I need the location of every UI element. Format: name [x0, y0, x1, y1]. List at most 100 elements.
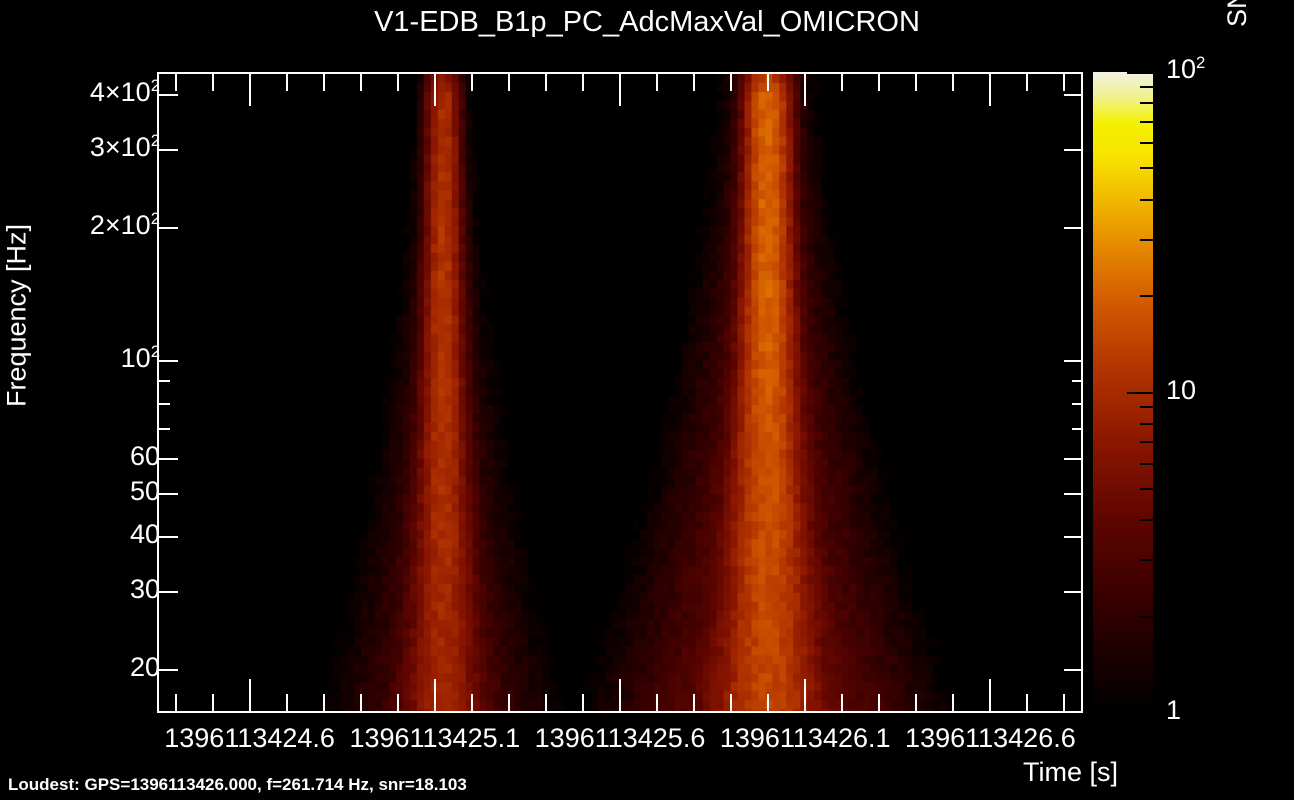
x-tick-1396113426.7 [1026, 694, 1029, 711]
x-tick-top-1396113426.8 [1063, 74, 1066, 91]
x-tick-1396113426.8 [1063, 694, 1066, 711]
y-tick-70 [159, 428, 170, 431]
y-tick-label-20: 20 [129, 652, 160, 683]
y-tick-right-40 [1064, 535, 1083, 538]
x-tick-1396113426.3 [878, 694, 881, 711]
y-tick-label-10^2: 102 [120, 341, 160, 373]
y-tick-right-300 [1064, 148, 1083, 151]
y-tick-label-30: 30 [129, 574, 160, 605]
x-tick-1396113425.8 [693, 694, 696, 711]
colorbar-tick-50 [1140, 167, 1153, 170]
x-tick-top-1396113424.5 [211, 74, 214, 91]
x-tick-1396113425.2 [470, 694, 473, 711]
x-tick-1396113426.1 [804, 679, 807, 711]
x-tick-top-1396113424.4 [174, 74, 177, 91]
y-tick-right-400 [1064, 93, 1083, 96]
x-tick-top-1396113426.6 [989, 74, 992, 106]
x-tick-1396113426.2 [841, 694, 844, 711]
x-axis-title: Time [s] [1022, 757, 1118, 787]
x-tick-1396113426.5 [952, 694, 955, 711]
x-tick-1396113425.3 [507, 694, 510, 711]
spectrogram-frame [157, 72, 1083, 713]
colorbar-tick-20 [1140, 295, 1153, 298]
x-tick-1396113425.9 [730, 694, 733, 711]
x-tick-label-1396113426.6: 1396113426.6 [905, 723, 1076, 753]
y-tick-right-200 [1064, 226, 1083, 229]
x-tick-top-1396113426.4 [915, 74, 918, 91]
y-tick-60 [159, 458, 178, 461]
x-tick-1396113425.1 [433, 679, 436, 711]
colorbar-tick-6 [1140, 462, 1153, 465]
x-tick-top-1396113425.1 [433, 74, 436, 106]
colorbar-title: SNR [1222, 0, 1253, 90]
colorbar-tick-8 [1140, 422, 1153, 425]
x-tick-1396113425.0 [396, 694, 399, 711]
x-tick-label-1396113425.1: 1396113425.1 [349, 723, 521, 753]
x-tick-top-1396113426.0 [767, 74, 770, 91]
colorbar-tick-70 [1140, 120, 1153, 123]
x-tick-top-1396113425.8 [693, 74, 696, 91]
x-tick-top-1396113424.8 [322, 74, 325, 91]
colorbar-label-10: 10 [1166, 374, 1197, 405]
colorbar-tick-4 [1140, 519, 1153, 522]
y-tick-50 [159, 493, 178, 496]
x-tick-1396113426.4 [915, 694, 918, 711]
colorbar-tick-40 [1140, 198, 1153, 201]
y-tick-right-70 [1072, 428, 1083, 431]
x-tick-top-1396113425.9 [730, 74, 733, 91]
x-tick-top-1396113426.1 [804, 74, 807, 106]
snr-colorbar [1093, 72, 1153, 713]
page-title: V1-EDB_B1p_PC_AdcMaxVal_OMICRON [374, 6, 920, 38]
y-tick-300 [159, 148, 178, 151]
x-tick-1396113425.5 [581, 694, 584, 711]
y-axis-title: Frequency [Hz] [1, 223, 32, 408]
x-tick-top-1396113426.7 [1026, 74, 1029, 91]
x-tick-top-1396113426.3 [878, 74, 881, 91]
x-tick-top-1396113424.9 [359, 74, 362, 91]
y-tick-label-40: 40 [129, 518, 160, 549]
x-tick-label-1396113425.6: 1396113425.6 [534, 723, 706, 753]
colorbar-tick-100 [1127, 72, 1153, 74]
x-tick-1396113424.4 [174, 694, 177, 711]
x-tick-top-1396113426.5 [952, 74, 955, 91]
y-tick-100 [159, 359, 178, 362]
y-tick-400 [159, 93, 178, 96]
y-tick-right-90 [1072, 380, 1083, 383]
y-tick-right-50 [1064, 493, 1083, 496]
y-tick-right-100 [1064, 359, 1083, 362]
colorbar-label-10^2: 102 [1166, 53, 1206, 84]
y-tick-label-2x10^2: 2×102 [89, 208, 160, 240]
y-tick-right-80 [1072, 402, 1083, 405]
x-tick-top-1396113426.2 [841, 74, 844, 91]
y-tick-label-60: 60 [129, 441, 160, 472]
x-tick-top-1396113424.7 [285, 74, 288, 91]
colorbar-tick-1 [1127, 711, 1153, 713]
colorbar-tick-2 [1140, 615, 1153, 618]
colorbar-tick-30 [1140, 238, 1153, 241]
x-tick-1396113424.6 [248, 679, 251, 711]
x-tick-1396113424.9 [359, 694, 362, 711]
x-tick-1396113424.8 [322, 694, 325, 711]
x-tick-1396113425.4 [544, 694, 547, 711]
x-tick-top-1396113425.4 [544, 74, 547, 91]
colorbar-tick-80 [1140, 102, 1153, 105]
x-tick-top-1396113425.3 [507, 74, 510, 91]
x-tick-label-1396113424.6: 1396113424.6 [164, 723, 335, 753]
y-tick-40 [159, 535, 178, 538]
y-tick-label-50: 50 [129, 476, 160, 507]
spectrogram-image [159, 74, 1081, 711]
x-tick-top-1396113425.0 [396, 74, 399, 91]
x-tick-top-1396113424.6 [248, 74, 251, 106]
x-tick-1396113424.7 [285, 694, 288, 711]
x-tick-1396113425.7 [656, 694, 659, 711]
y-tick-80 [159, 402, 170, 405]
x-tick-1396113426.6 [989, 679, 992, 711]
y-tick-right-60 [1064, 458, 1083, 461]
x-tick-top-1396113425.2 [470, 74, 473, 91]
x-tick-top-1396113425.7 [656, 74, 659, 91]
x-tick-1396113426.0 [767, 694, 770, 711]
x-tick-top-1396113425.5 [581, 74, 584, 91]
y-tick-200 [159, 226, 178, 229]
colorbar-tick-3 [1140, 559, 1153, 562]
y-tick-90 [159, 380, 170, 383]
